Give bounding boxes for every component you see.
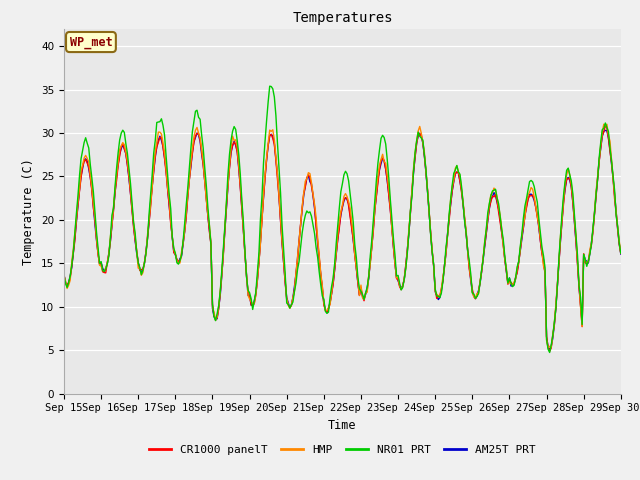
Text: WP_met: WP_met: [70, 36, 112, 48]
CR1000 panelT: [408, 188, 416, 194]
HMP: [396, 283, 403, 289]
Line: HMP: HMP: [64, 124, 621, 348]
NR01 PRT: [397, 287, 405, 293]
AM25T PRT: [60, 272, 68, 278]
HMP: [544, 345, 552, 351]
NR01 PRT: [552, 306, 559, 312]
AM25T PRT: [617, 251, 625, 257]
HMP: [76, 187, 83, 192]
AM25T PRT: [164, 186, 172, 192]
NR01 PRT: [60, 273, 68, 278]
CR1000 panelT: [550, 323, 558, 328]
X-axis label: Time: Time: [328, 419, 356, 432]
HMP: [377, 156, 385, 162]
HMP: [600, 121, 607, 127]
HMP: [164, 185, 172, 191]
NR01 PRT: [617, 251, 625, 256]
CR1000 panelT: [60, 272, 68, 277]
AM25T PRT: [546, 346, 554, 352]
AM25T PRT: [377, 161, 385, 167]
AM25T PRT: [550, 322, 558, 328]
NR01 PRT: [76, 173, 83, 179]
Y-axis label: Temperature (C): Temperature (C): [22, 158, 35, 264]
NR01 PRT: [379, 132, 387, 138]
NR01 PRT: [164, 171, 172, 177]
NR01 PRT: [410, 168, 417, 173]
HMP: [550, 321, 558, 326]
Legend: CR1000 panelT, HMP, NR01 PRT, AM25T PRT: CR1000 panelT, HMP, NR01 PRT, AM25T PRT: [145, 440, 540, 459]
Line: AM25T PRT: AM25T PRT: [64, 131, 621, 349]
CR1000 panelT: [377, 157, 385, 163]
Title: Temperatures: Temperatures: [292, 11, 393, 25]
AM25T PRT: [396, 282, 403, 288]
CR1000 panelT: [546, 348, 554, 354]
Line: NR01 PRT: NR01 PRT: [64, 86, 621, 352]
NR01 PRT: [266, 84, 273, 89]
Line: CR1000 panelT: CR1000 panelT: [64, 125, 621, 351]
HMP: [60, 273, 68, 279]
CR1000 panelT: [164, 186, 172, 192]
CR1000 panelT: [617, 251, 625, 256]
NR01 PRT: [546, 349, 554, 355]
HMP: [408, 187, 416, 192]
CR1000 panelT: [76, 189, 83, 194]
HMP: [617, 250, 625, 256]
CR1000 panelT: [602, 122, 609, 128]
AM25T PRT: [602, 128, 609, 133]
AM25T PRT: [76, 187, 83, 193]
AM25T PRT: [408, 188, 416, 193]
CR1000 panelT: [396, 284, 403, 289]
